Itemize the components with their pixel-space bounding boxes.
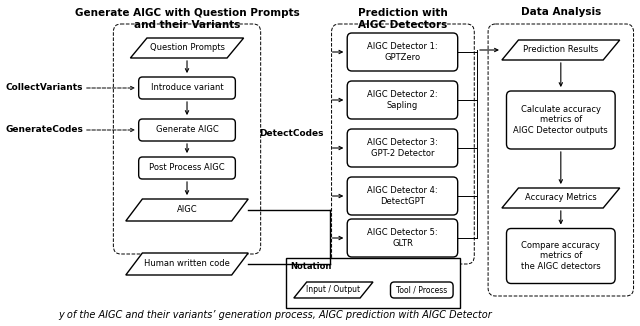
Text: CollectVariants: CollectVariants: [6, 83, 83, 93]
Text: y of the AIGC and their variants’ generation process, AIGC prediction with AIGC : y of the AIGC and their variants’ genera…: [58, 310, 492, 320]
Text: Compare accuracy
metrics of
the AIGC detectors: Compare accuracy metrics of the AIGC det…: [521, 241, 601, 271]
FancyBboxPatch shape: [506, 229, 615, 284]
Text: Accuracy Metrics: Accuracy Metrics: [525, 194, 596, 202]
Text: AIGC Detector 2:
Sapling: AIGC Detector 2: Sapling: [367, 90, 438, 110]
FancyBboxPatch shape: [348, 177, 458, 215]
FancyBboxPatch shape: [139, 119, 236, 141]
Polygon shape: [131, 38, 244, 58]
Text: Data Analysis: Data Analysis: [521, 7, 601, 17]
FancyBboxPatch shape: [348, 81, 458, 119]
Text: Prediction Results: Prediction Results: [523, 46, 598, 54]
Text: Prediction with
AIGC Detectors: Prediction with AIGC Detectors: [358, 8, 447, 30]
Polygon shape: [294, 282, 373, 298]
Text: Human written code: Human written code: [144, 259, 230, 269]
Polygon shape: [126, 199, 248, 221]
Text: AIGC: AIGC: [177, 205, 197, 215]
Text: AIGC Detector 4:
DetectGPT: AIGC Detector 4: DetectGPT: [367, 186, 438, 206]
Text: Generate AIGC with Question Prompts
and their Variants: Generate AIGC with Question Prompts and …: [75, 8, 300, 30]
FancyBboxPatch shape: [348, 33, 458, 71]
Text: AIGC Detector 1:
GPTZero: AIGC Detector 1: GPTZero: [367, 42, 438, 62]
FancyBboxPatch shape: [139, 77, 236, 99]
Text: AIGC Detector 5:
GLTR: AIGC Detector 5: GLTR: [367, 228, 438, 248]
Text: GenerateCodes: GenerateCodes: [5, 126, 83, 135]
Polygon shape: [502, 40, 620, 60]
FancyBboxPatch shape: [506, 91, 615, 149]
FancyBboxPatch shape: [348, 129, 458, 167]
Text: Calculate accuracy
metrics of
AIGC Detector outputs: Calculate accuracy metrics of AIGC Detec…: [513, 105, 608, 135]
FancyBboxPatch shape: [139, 157, 236, 179]
Text: Input / Output: Input / Output: [307, 286, 360, 294]
Text: Generate AIGC: Generate AIGC: [156, 126, 218, 135]
FancyBboxPatch shape: [390, 282, 453, 298]
Polygon shape: [126, 253, 248, 275]
Text: AIGC Detector 3:
GPT-2 Detector: AIGC Detector 3: GPT-2 Detector: [367, 138, 438, 158]
Text: Notation: Notation: [290, 262, 332, 271]
Polygon shape: [502, 188, 620, 208]
FancyBboxPatch shape: [348, 219, 458, 257]
Text: Tool / Process: Tool / Process: [396, 286, 447, 294]
Text: DetectCodes: DetectCodes: [259, 128, 323, 138]
Text: Question Prompts: Question Prompts: [150, 43, 225, 52]
Text: Introduce variant: Introduce variant: [150, 83, 223, 93]
Text: Post Process AIGC: Post Process AIGC: [149, 164, 225, 172]
Bar: [285, 258, 460, 308]
